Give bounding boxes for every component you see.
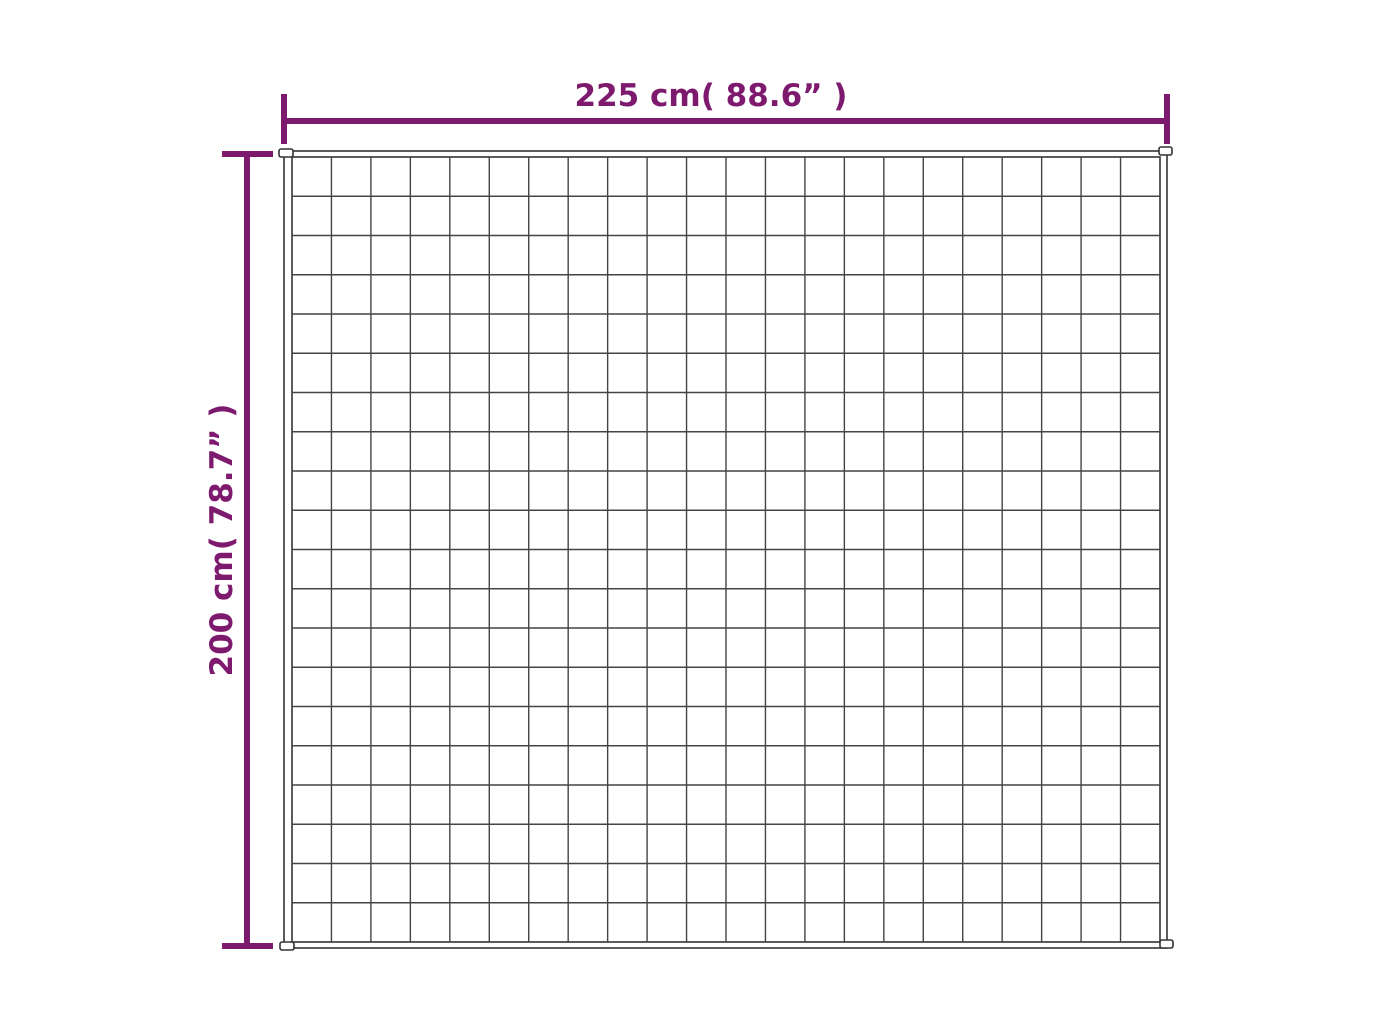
width-label: 225 cm( 88.6” ) bbox=[575, 78, 848, 114]
blanket-border bbox=[283, 150, 1168, 949]
corner-tab-bottom-right bbox=[1159, 939, 1174, 949]
quilt-grid bbox=[292, 157, 1160, 942]
dimension-lines bbox=[222, 94, 1170, 949]
corner-tab-top-left bbox=[278, 148, 294, 158]
corner-tab-top-right bbox=[1158, 146, 1173, 156]
height-label: 200 cm( 78.7” ) bbox=[204, 404, 240, 677]
corner-tab-bottom-left bbox=[279, 941, 295, 951]
